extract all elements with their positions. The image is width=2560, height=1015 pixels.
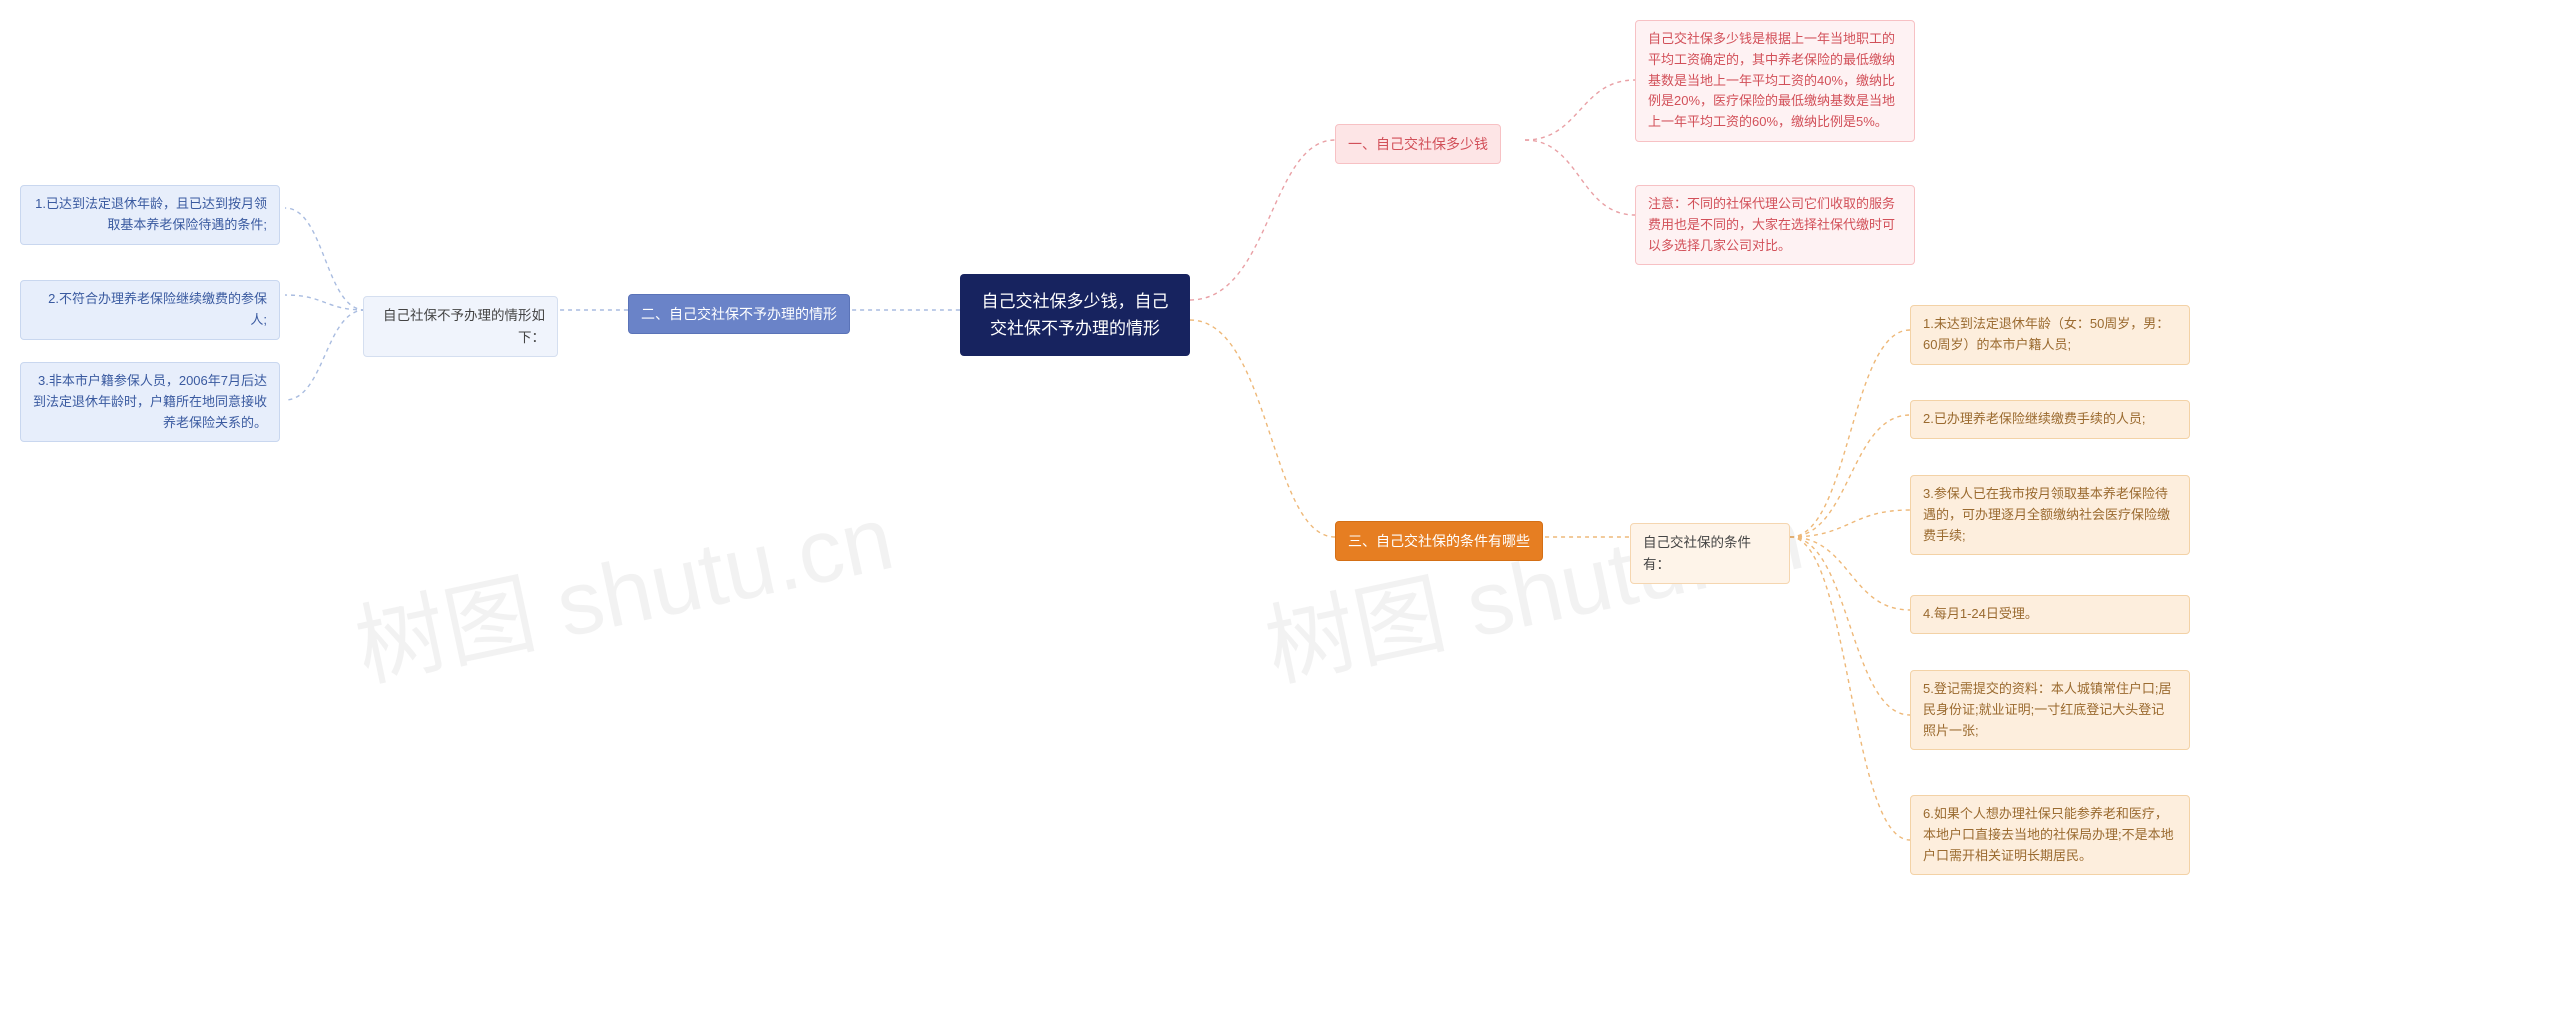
branch1-leaf-0: 自己交社保多少钱是根据上一年当地职工的平均工资确定的，其中养老保险的最低缴纳基数… (1635, 20, 1915, 142)
branch3-leaf-5: 6.如果个人想办理社保只能参养老和医疗，本地户口直接去当地的社保局办理;不是本地… (1910, 795, 2190, 875)
branch3-leaf-1: 2.已办理养老保险继续缴费手续的人员; (1910, 400, 2190, 439)
branch3-leaf-3: 4.每月1-24日受理。 (1910, 595, 2190, 634)
watermark-right: 树图 shutu.cn (1252, 465, 1812, 706)
branch1-leaf-1: 注意：不同的社保代理公司它们收取的服务费用也是不同的，大家在选择社保代缴时可以多… (1635, 185, 1915, 265)
branch2-leaf-1: 2.不符合办理养老保险继续缴费的参保人; (20, 280, 280, 340)
watermark-left: 树图 shutu.cn (342, 465, 902, 706)
branch2-mid: 自己社保不予办理的情形如下： (363, 296, 558, 357)
branch1-node: 一、自己交社保多少钱 (1335, 124, 1501, 164)
branch3-mid: 自己交社保的条件有： (1630, 523, 1790, 584)
branch2-leaf-0: 1.已达到法定退休年龄，且已达到按月领取基本养老保险待遇的条件; (20, 185, 280, 245)
branch3-node: 三、自己交社保的条件有哪些 (1335, 521, 1543, 561)
branch3-leaf-2: 3.参保人已在我市按月领取基本养老保险待遇的，可办理逐月全额缴纳社会医疗保险缴费… (1910, 475, 2190, 555)
branch3-leaf-4: 5.登记需提交的资料：本人城镇常住户口;居民身份证;就业证明;一寸红底登记大头登… (1910, 670, 2190, 750)
branch2-leaf-2: 3.非本市户籍参保人员，2006年7月后达到法定退休年龄时，户籍所在地同意接收养… (20, 362, 280, 442)
branch3-leaf-0: 1.未达到法定退休年龄（女：50周岁，男：60周岁）的本市户籍人员; (1910, 305, 2190, 365)
root-node: 自己交社保多少钱，自己交社保不予办理的情形 (960, 274, 1190, 356)
branch2-node: 二、自己交社保不予办理的情形 (628, 294, 850, 334)
